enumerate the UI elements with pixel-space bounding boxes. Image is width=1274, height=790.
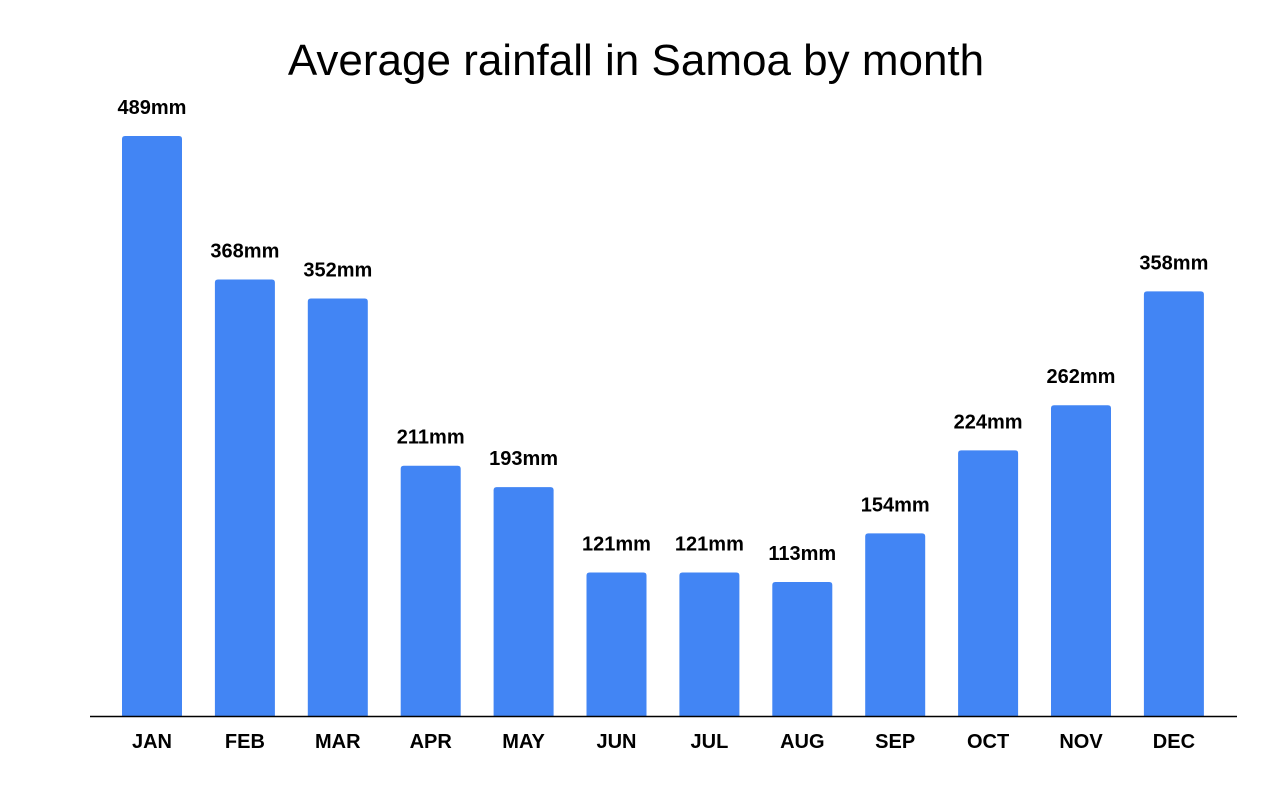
bar-dec (1143, 291, 1204, 716)
data-label-jan: 489mm (118, 97, 187, 119)
bar-jul (679, 572, 740, 716)
bar-sep (865, 533, 926, 716)
x-tick-label-feb: FEB (225, 731, 265, 753)
bar-nov (1051, 405, 1111, 716)
bar-feb (214, 279, 275, 716)
bar-apr (400, 465, 461, 716)
data-label-mar: 352mm (303, 259, 372, 281)
data-label-jul: 121mm (675, 533, 744, 555)
data-label-apr: 211mm (397, 427, 465, 449)
data-label-jun: 121mm (582, 533, 651, 555)
x-tick-label-sep: SEP (875, 731, 915, 753)
chart-title: Average rainfall in Samoa by month (288, 36, 984, 85)
x-tick-label-apr: APR (410, 731, 453, 753)
data-label-aug: 113mm (768, 543, 836, 565)
x-tick-label-jan: JAN (132, 731, 172, 753)
data-label-dec: 358mm (1139, 252, 1208, 274)
bar-aug (772, 581, 833, 716)
bar-mar (307, 298, 368, 716)
data-label-feb: 368mm (210, 241, 279, 263)
x-tick-label-oct: OCT (967, 731, 1009, 753)
x-tick-label-jul: JUL (691, 731, 729, 753)
bar-jan (122, 136, 182, 716)
data-label-sep: 154mm (861, 494, 930, 516)
bar-oct (958, 450, 1019, 716)
x-tick-label-aug: AUG (780, 731, 824, 753)
x-tick-label-jun: JUN (596, 731, 636, 753)
data-label-oct: 224mm (954, 411, 1023, 433)
x-tick-label-may: MAY (502, 731, 545, 753)
bar-jun (586, 572, 647, 716)
data-label-nov: 262mm (1047, 366, 1116, 388)
x-tick-label-dec: DEC (1153, 731, 1195, 753)
x-tick-label-nov: NOV (1059, 731, 1103, 753)
x-tick-label-mar: MAR (315, 731, 361, 753)
data-label-may: 193mm (489, 448, 558, 470)
bar-may (493, 487, 554, 716)
